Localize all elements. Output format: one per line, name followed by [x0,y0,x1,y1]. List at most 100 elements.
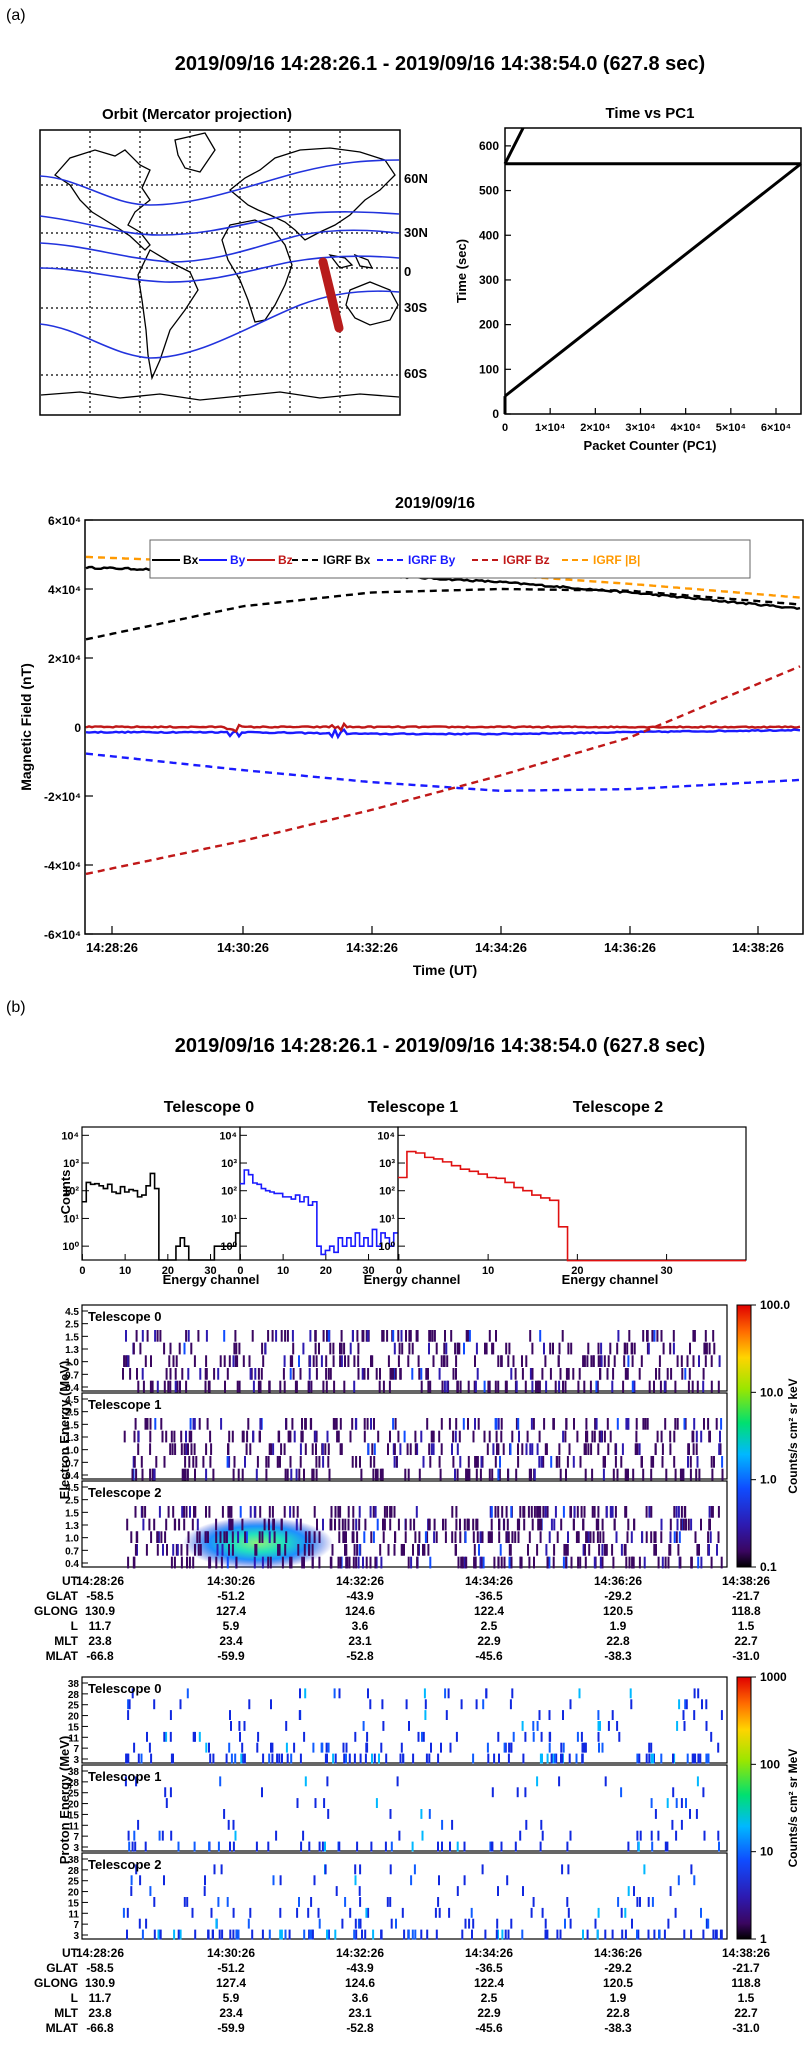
electron-event-cell [616,1468,619,1481]
electron-event-cell [476,1456,479,1468]
ephem-cell: 22.8 [606,1634,630,1648]
proton-event-cell [296,1907,299,1918]
proton-event-cell [594,1918,597,1929]
proton-event-cell [561,1753,564,1764]
electron-event-cell [150,1355,152,1367]
electron-event-cell [528,1468,531,1481]
electron-y-tick-label: 1.3 [65,1521,79,1532]
proton-event-cell [354,1918,357,1929]
proton-event-cell [122,1907,125,1918]
electron-event-cell [347,1355,350,1367]
ephem-cell: 118.8 [731,1604,761,1618]
electron-event-cell [433,1518,436,1531]
proton-event-cell [203,1886,206,1896]
electron-event-cell [530,1418,533,1430]
electron-event-cell [603,1430,606,1443]
electron-event-cell [259,1418,262,1430]
electron-event-cell [355,1518,358,1531]
electron-event-cell [168,1355,171,1367]
electron-event-cell [316,1518,318,1531]
proton-event-cell [472,1753,475,1764]
electron-event-cell [192,1418,195,1430]
electron-event-cell [276,1456,279,1468]
proton-event-cell [364,1929,367,1940]
hist-y-tick-label: 10⁰ [378,1241,395,1253]
proton-event-cell [481,1864,484,1875]
hist-y-tick-label: 10³ [221,1158,237,1170]
electron-event-cell [174,1380,177,1393]
electron-event-cell [518,1430,520,1443]
proton-event-cell [441,1841,443,1852]
electron-event-cell [407,1468,410,1481]
electron-event-cell [561,1330,564,1342]
electron-event-cell [390,1368,393,1380]
pc1-title: Time vs PC1 [606,105,695,122]
proton-event-cell [230,1721,232,1731]
electron-event-cell [631,1556,634,1569]
electron-event-cell [193,1443,196,1455]
proton-event-cell [470,1907,473,1918]
electron-event-cell [497,1443,500,1455]
mag-x-tick-label: 14:36:26 [604,940,656,955]
electron-event-cell [570,1342,573,1355]
electron-event-cell [249,1443,252,1455]
electron-event-cell [689,1456,692,1468]
electron-event-cell [390,1506,393,1518]
ephem-cell: -45.6 [475,2021,503,2035]
mag-x-tick-label: 14:32:26 [346,940,398,955]
proton-event-cell [578,1688,581,1699]
electron-event-cell [582,1518,585,1531]
electron-event-cell [363,1418,366,1430]
proton-event-cell [345,1742,348,1753]
electron-event-cell [311,1443,314,1455]
electron-event-cell [382,1518,385,1531]
electron-event-cell [372,1468,375,1481]
proton-event-cell [440,1742,442,1753]
electron-event-cell [220,1418,223,1430]
ephem-cell: 127.4 [216,1604,246,1618]
electron-event-cell [658,1355,661,1367]
proton-event-cell [512,1731,515,1742]
electron-event-cell [583,1506,586,1518]
electron-event-cell [262,1355,265,1367]
electron-event-cell [344,1518,347,1531]
electron-event-cell [193,1355,196,1367]
ephem-cell: 1.9 [610,1991,627,2005]
electron-event-cell [232,1468,235,1481]
proton-event-cell [501,1929,504,1940]
ephem-cell: 1.5 [738,1619,755,1633]
electron-event-cell [394,1368,397,1380]
proton-event-cell [366,1731,369,1742]
electron-event-cell [675,1506,678,1518]
proton-event-cell [332,1753,335,1764]
electron-event-cell [500,1556,503,1569]
proton-event-cell [530,1907,533,1918]
proton-event-cell [674,1907,677,1918]
electron-event-cell [172,1544,175,1556]
electron-event-cell [422,1544,424,1556]
electron-event-cell [389,1518,392,1531]
proton-event-cell [382,1721,385,1731]
hist-title-1: Telescope 1 [368,1099,459,1116]
electron-event-cell [478,1544,480,1556]
ephem-cell: 120.5 [603,1604,633,1618]
electron-event-cell [464,1531,467,1543]
electron-event-cell [151,1468,154,1481]
electron-event-cell [543,1418,546,1430]
electron-event-cell [420,1368,423,1380]
electron-event-cell [709,1531,712,1543]
electron-event-cell [440,1443,443,1455]
electron-event-cell [122,1368,124,1380]
electron-event-cell [283,1355,286,1367]
electron-event-cell [381,1468,384,1481]
proton-event-cell [484,1929,487,1940]
proton-event-cell [281,1753,283,1764]
electron-event-cell [185,1430,187,1443]
electron-event-cell [172,1506,175,1518]
proton-event-cell [697,1753,700,1764]
electron-event-cell [149,1418,152,1430]
electron-event-cell [160,1531,163,1543]
